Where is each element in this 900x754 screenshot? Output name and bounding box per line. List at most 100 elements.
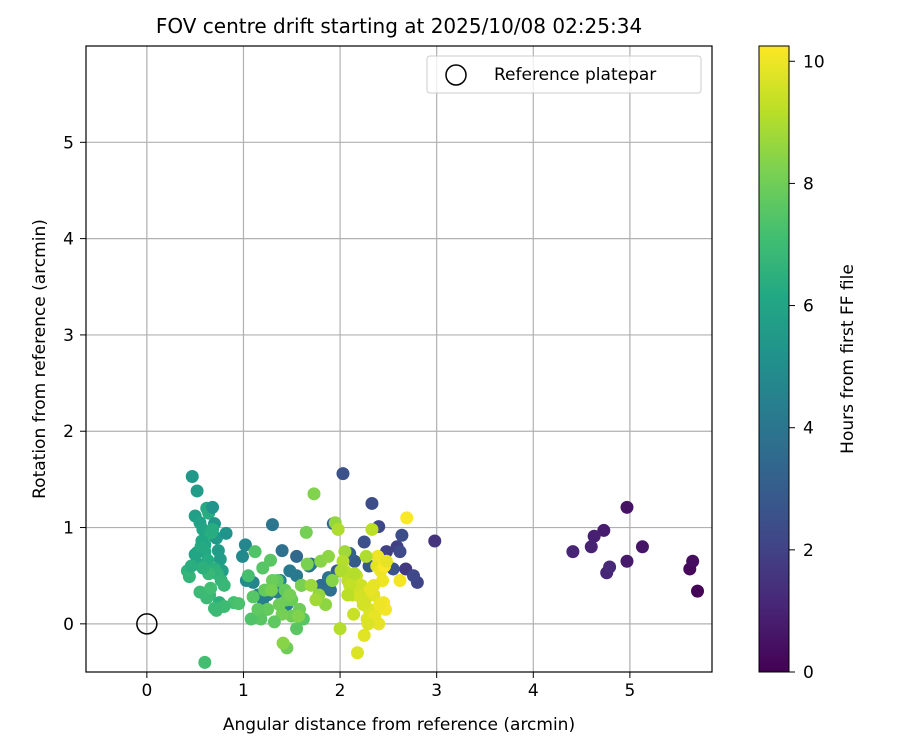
data-point [373,598,387,612]
data-point [336,554,350,568]
data-point [217,600,231,614]
data-point [587,529,601,543]
data-point [323,583,337,597]
data-point [244,612,258,626]
x-tick-label: 0 [141,681,152,701]
legend-label: Reference platepar [494,65,656,85]
data-point [603,560,617,574]
legend: Reference platepar [426,55,702,94]
data-point [294,578,308,592]
data-point [184,559,198,573]
data-point [248,545,262,559]
y-tick-label: 3 [63,326,74,346]
chart-title: FOV centre drift starting at 2025/10/08 … [156,14,642,38]
data-point [299,525,313,539]
data-point [290,549,304,563]
data-point [347,607,361,621]
data-point [276,636,290,650]
data-point [272,598,286,612]
data-point [361,617,375,631]
data-point [206,522,220,536]
data-point [393,574,407,588]
data-point [190,484,204,498]
data-point [395,528,409,542]
data-point [584,540,598,554]
data-point [219,526,233,540]
data-point [341,588,355,602]
reference-marker [136,613,158,635]
data-point [400,511,414,525]
data-point [325,574,339,588]
data-point [353,590,367,604]
colorbar-tick-label: 6 [803,297,814,317]
x-axis-label: Angular distance from reference (arcmin) [223,715,575,735]
data-point [300,557,314,571]
data-point [343,578,357,592]
y-ticks: 0 1 2 3 4 5 [63,133,86,635]
data-point [367,578,381,592]
y-tick-label: 5 [63,133,74,153]
data-point [620,500,634,514]
x-tick-label: 1 [238,681,249,701]
data-point [283,588,297,602]
data-point [357,628,371,642]
data-point [236,549,249,563]
data-point [350,646,364,660]
data-point [338,545,352,559]
grid [86,46,712,672]
data-point [691,584,705,598]
data-point [196,561,210,575]
data-point [357,535,371,549]
x-tick-label: 5 [624,681,635,701]
data-point [336,467,350,481]
colorbar-tick-label: 4 [803,419,814,439]
data-point [304,578,318,592]
y-tick-label: 0 [63,615,74,635]
data-point [334,564,348,578]
data-point [365,496,379,510]
data-point [428,534,442,548]
colorbar-gradient [758,45,790,673]
x-tick-label: 4 [528,681,539,701]
y-tick-label: 2 [63,422,74,442]
reference-marker-group [136,613,158,635]
y-tick-label: 4 [63,230,74,250]
y-axis-label: Rotation from reference (arcmin) [30,219,50,499]
data-point [365,522,379,536]
colorbar: 0 2 4 6 8 10 Hours from first FF file [758,45,858,683]
data-point [283,564,297,578]
data-point [635,540,649,554]
data-point [267,615,281,629]
data-point [232,597,246,611]
data-point [597,523,611,537]
data-point [333,622,347,636]
data-point [185,469,199,483]
data-point [261,602,275,616]
data-point [307,487,321,501]
colorbar-ticks: 0 2 4 6 8 10 [789,52,825,683]
data-point [265,574,279,588]
legend-marker [445,64,467,86]
plot-frame [85,45,713,673]
scatter-points [180,467,705,669]
data-point [217,578,231,592]
data-point [406,569,420,583]
data-point [393,545,407,559]
data-point [309,593,323,607]
data-point [251,602,265,616]
x-tick-label: 2 [335,681,346,701]
data-point [292,609,306,623]
data-point [198,655,212,669]
data-point [379,554,393,568]
y-tick-label: 1 [63,519,74,539]
data-point [182,570,196,584]
data-point [204,581,218,595]
data-point [359,549,373,563]
colorbar-tick-label: 8 [803,174,814,194]
data-point [348,567,362,581]
data-point [246,590,260,604]
colorbar-tick-label: 0 [803,663,814,683]
colorbar-label: Hours from first FF file [838,264,858,454]
data-point [213,552,227,566]
